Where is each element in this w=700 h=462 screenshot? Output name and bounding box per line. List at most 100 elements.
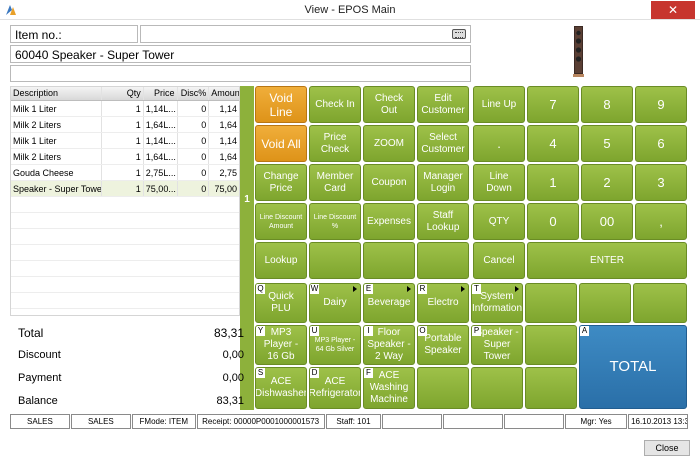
key-4-button[interactable]: 4 [527, 125, 579, 162]
close-button[interactable]: Close [644, 440, 690, 456]
key-3-button[interactable]: 3 [635, 164, 687, 201]
col-description[interactable]: Description [11, 87, 103, 100]
table-row[interactable]: Milk 2 Liters 1 1,64L... 0 1,64 [11, 117, 239, 133]
table-row[interactable]: Gouda Cheese 1 2,75L... 0 2,75 [11, 165, 239, 181]
zoom-button[interactable]: ZOOM [363, 125, 415, 162]
member-card-button[interactable]: Member Card [309, 164, 361, 201]
empty-hotkey-button[interactable] [633, 283, 687, 323]
cell-description: Speaker - Super Tower [11, 181, 103, 196]
mp3-player-16gb-label: MP3 Player - 16 Gb [263, 327, 299, 362]
key-comma-button[interactable]: , [635, 203, 687, 240]
empty-hotkey-button[interactable] [579, 283, 631, 323]
key-2-button[interactable]: 2 [581, 164, 633, 201]
panel-page-bar[interactable]: 1 [240, 86, 254, 410]
cell-description: Milk 2 Liters [11, 117, 103, 132]
col-qty[interactable]: Qty [102, 87, 144, 100]
item-no-input[interactable] [140, 25, 471, 43]
key-9-button[interactable]: 9 [635, 86, 687, 123]
empty-hotkey-button[interactable] [525, 325, 577, 365]
mp3-player-64gb-button[interactable]: U MP3 Player - 64 Gb Silver [309, 325, 361, 365]
cell-disc: 0 [178, 117, 210, 132]
key-5-button[interactable]: 5 [581, 125, 633, 162]
line-down-button[interactable]: Line Down [473, 164, 525, 201]
window-close-icon[interactable]: ✕ [651, 1, 695, 19]
key-00-button[interactable]: 00 [581, 203, 633, 240]
key-7-button[interactable]: 7 [527, 86, 579, 123]
void-line-button[interactable]: Void Line [255, 86, 307, 123]
dairy-button[interactable]: W Dairy [309, 283, 361, 323]
empty-hotkey-button[interactable] [471, 367, 523, 409]
check-in-button[interactable]: Check In [309, 86, 361, 123]
status-fmode: FMode: ITEM [131, 414, 196, 429]
line-discount-percent-button[interactable]: Line Discount % [309, 203, 361, 240]
receipt-grid[interactable]: Description Qty Price Disc% Amount Milk … [10, 86, 240, 316]
key-dot-button[interactable]: . [473, 125, 525, 162]
total-button[interactable]: A TOTAL [579, 325, 687, 409]
key-0-button[interactable]: 0 [527, 203, 579, 240]
ace-refrigerator-label: ACE Refrigerator [309, 376, 361, 399]
electro-button[interactable]: R Electro [417, 283, 469, 323]
member-card-label: Member Card [316, 170, 354, 194]
hotkey-p: P [472, 326, 481, 336]
empty-hotkey-button[interactable] [525, 367, 577, 409]
table-row-empty [11, 229, 239, 245]
cancel-button[interactable]: Cancel [473, 242, 525, 279]
status-datetime: 16.10.2013 13:31:34 [628, 414, 688, 429]
line-up-button[interactable]: Line Up [473, 86, 525, 123]
keyboard-icon[interactable] [452, 29, 466, 39]
empty-function-button[interactable] [363, 242, 415, 279]
floor-speaker-button[interactable]: I Floor Speaker - 2 Way [363, 325, 415, 365]
beverage-button[interactable]: E Beverage [363, 283, 415, 323]
check-out-button[interactable]: Check Out [363, 86, 415, 123]
col-price[interactable]: Price [144, 87, 178, 100]
table-row[interactable]: Milk 1 Liter 1 1,14L... 0 1,14 [11, 101, 239, 117]
expenses-label: Expenses [367, 215, 411, 227]
key-8-button[interactable]: 8 [581, 86, 633, 123]
edit-customer-button[interactable]: Edit Customer [417, 86, 469, 123]
table-row-selected[interactable]: Speaker - Super Tower 1 75,00... 0 75,00 [11, 181, 239, 197]
line-discount-amount-button[interactable]: Line Discount Amount [255, 203, 307, 240]
staff-lookup-button[interactable]: Staff Lookup [417, 203, 469, 240]
portable-speaker-button[interactable]: O Portable Speaker [417, 325, 469, 365]
empty-hotkey-button[interactable] [525, 283, 577, 323]
hotkey-u: U [310, 326, 319, 336]
submenu-arrow-icon [515, 286, 519, 292]
qty-button[interactable]: QTY [473, 203, 525, 240]
quick-plu-button[interactable]: Q Quick PLU [255, 283, 307, 323]
lookup-button[interactable]: Lookup [255, 242, 307, 279]
key-comma-label: , [659, 213, 663, 229]
status-bar: SALES SALES FMode: ITEM Receipt: 00000P0… [10, 414, 688, 429]
empty-function-button[interactable] [417, 242, 469, 279]
price-check-button[interactable]: Price Check [309, 125, 361, 162]
system-information-button[interactable]: T System Information [471, 283, 523, 323]
enter-button[interactable]: ENTER [527, 242, 687, 279]
key-2-label: 2 [603, 174, 611, 190]
empty-hotkey-button[interactable] [417, 367, 469, 409]
select-customer-button[interactable]: Select Customer [417, 125, 469, 162]
col-amount[interactable]: Amount [211, 88, 239, 98]
manager-login-button[interactable]: Manager Login [417, 164, 469, 201]
totals-panel: Total 83,31 Discount 0,00 Payment 0,00 B… [10, 322, 248, 414]
hotkey-f: F [364, 368, 373, 378]
title-bar: View - EPOS Main ✕ [0, 0, 700, 20]
ace-washing-machine-button[interactable]: F ACE Washing Machine [363, 367, 415, 409]
void-all-button[interactable]: Void All [255, 125, 307, 162]
coupon-button[interactable]: Coupon [363, 164, 415, 201]
cell-disc: 0 [178, 181, 210, 196]
mp3-player-16gb-button[interactable]: Y MP3 Player - 16 Gb [255, 325, 307, 365]
change-price-button[interactable]: Change Price [255, 164, 307, 201]
cell-disc: 0 [178, 165, 210, 180]
col-disc[interactable]: Disc% [178, 87, 210, 100]
key-6-button[interactable]: 6 [635, 125, 687, 162]
payment-row: Payment 0,00 [10, 368, 248, 391]
key-1-button[interactable]: 1 [527, 164, 579, 201]
table-row-empty [11, 277, 239, 293]
empty-function-button[interactable] [309, 242, 361, 279]
ace-dishwasher-button[interactable]: S ACE Dishwasher [255, 367, 307, 409]
ace-refrigerator-button[interactable]: D ACE Refrigerator [309, 367, 361, 409]
table-row[interactable]: Milk 1 Liter 1 1,14L... 0 1,14 [11, 133, 239, 149]
speaker-super-tower-button[interactable]: P Speaker - Super Tower [471, 325, 523, 365]
table-row[interactable]: Milk 2 Liters 1 1,64L... 0 1,64 [11, 149, 239, 165]
edit-customer-label: Edit Customer [421, 92, 465, 116]
expenses-button[interactable]: Expenses [363, 203, 415, 240]
